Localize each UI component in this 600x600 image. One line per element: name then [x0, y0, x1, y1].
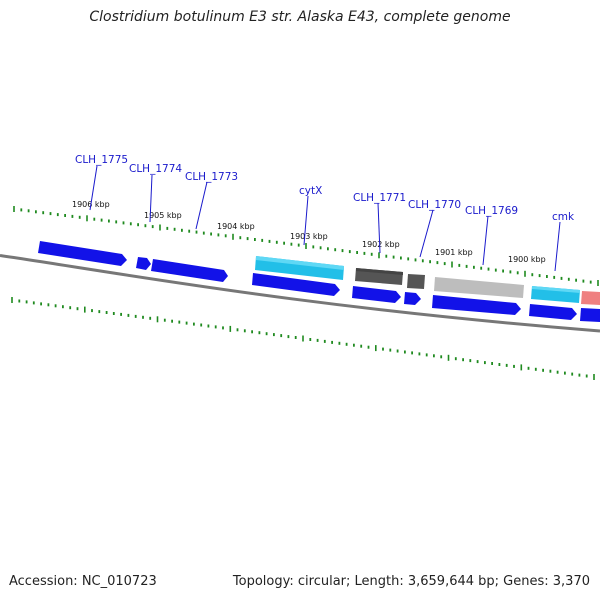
- leader-clh-1775: [89, 165, 98, 211]
- cds-feature-cmk[interactable]: [529, 304, 577, 320]
- genome-backbone: [0, 254, 600, 333]
- accession-text: Accession: NC_010723: [9, 574, 157, 589]
- gene-label-clh-1773[interactable]: CLH_1773: [185, 171, 238, 183]
- kbp-label-1903: 1903 kbp: [290, 232, 328, 241]
- gene-feature-clh-1769[interactable]: [434, 277, 524, 298]
- gene-label-clh-1769[interactable]: CLH_1769: [465, 205, 518, 217]
- gene-feature-clh-1770[interactable]: [407, 274, 425, 289]
- gene-feature-partial-salmon[interactable]: [581, 291, 600, 305]
- kbp-label-1905: 1905 kbp: [144, 211, 182, 220]
- outer-scale-ticks: [13, 206, 599, 286]
- lower-track-features: [252, 273, 600, 322]
- gene-label-clh-1774[interactable]: CLH_1774: [129, 163, 182, 175]
- gene-label-leaders: [89, 165, 561, 272]
- cds-feature-clh-1770[interactable]: [404, 292, 421, 305]
- upper-track-features: [38, 241, 600, 305]
- kbp-label-1902: 1902 kbp: [362, 240, 400, 249]
- cds-feature-cytx[interactable]: [252, 273, 340, 296]
- genome-stats-text: Topology: circular; Length: 3,659,644 bp…: [232, 574, 590, 589]
- gene-label-cmk[interactable]: cmk: [552, 211, 575, 223]
- gene-feature-cytx-highlight: [256, 256, 344, 270]
- cds-feature-clh-1771[interactable]: [352, 286, 401, 303]
- cds-feature-partial-edge[interactable]: [580, 308, 600, 322]
- cds-feature-clh-1769[interactable]: [432, 295, 521, 315]
- leader-clh-1774: [149, 174, 153, 223]
- gene-label-cytx[interactable]: cytX: [299, 185, 322, 197]
- gene-labels: CLH_1775 CLH_1774 CLH_1773 cytX CLH_1771…: [75, 154, 575, 223]
- gene-label-clh-1770[interactable]: CLH_1770: [408, 199, 461, 211]
- gene-feature-clh-1774[interactable]: [136, 257, 151, 270]
- kbp-label-1900: 1900 kbp: [508, 255, 546, 264]
- kbp-label-1901: 1901 kbp: [435, 248, 473, 257]
- kbp-label-1904: 1904 kbp: [217, 222, 255, 231]
- backbone-line: [0, 254, 600, 333]
- leader-clh-1770: [419, 209, 434, 258]
- gene-feature-clh-1771-shade: [356, 268, 403, 275]
- gene-label-clh-1771[interactable]: CLH_1771: [353, 192, 406, 204]
- gene-label-clh-1775[interactable]: CLH_1775: [75, 154, 128, 166]
- leader-cmk: [554, 221, 561, 272]
- figure-title: Clostridium botulinum E3 str. Alaska E43…: [89, 9, 511, 25]
- leader-clh-1773: [195, 181, 208, 230]
- leader-clh-1769: [482, 215, 489, 266]
- leader-clh-1771: [377, 202, 381, 254]
- inner-scale-ticks: [11, 297, 595, 380]
- gene-feature-clh-1773[interactable]: [151, 259, 228, 282]
- leader-cytx: [303, 195, 309, 246]
- gene-feature-cmk-highlight: [532, 286, 580, 293]
- gene-feature-clh-1775[interactable]: [38, 241, 127, 266]
